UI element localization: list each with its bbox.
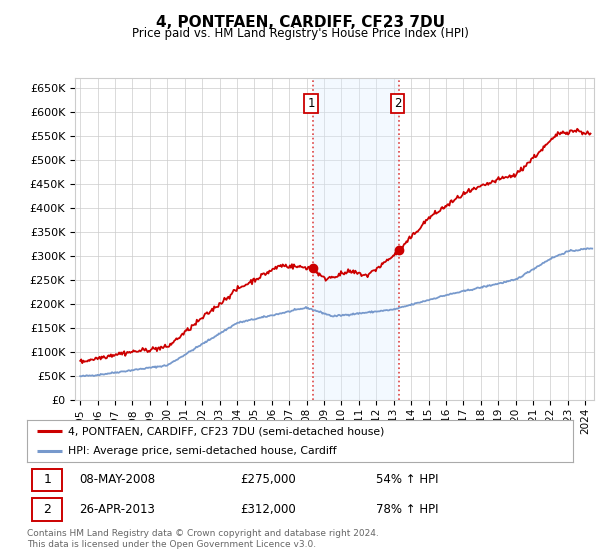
Text: 4, PONTFAEN, CARDIFF, CF23 7DU (semi-detached house): 4, PONTFAEN, CARDIFF, CF23 7DU (semi-det… [68, 426, 385, 436]
Text: 1: 1 [44, 473, 52, 487]
Text: £312,000: £312,000 [240, 503, 296, 516]
Text: Price paid vs. HM Land Registry's House Price Index (HPI): Price paid vs. HM Land Registry's House … [131, 27, 469, 40]
Text: 08-MAY-2008: 08-MAY-2008 [79, 473, 155, 487]
FancyBboxPatch shape [32, 469, 62, 491]
Text: 78% ↑ HPI: 78% ↑ HPI [376, 503, 439, 516]
Text: 26-APR-2013: 26-APR-2013 [79, 503, 155, 516]
Text: £275,000: £275,000 [240, 473, 296, 487]
Bar [313, 78, 399, 400]
Text: 4, PONTFAEN, CARDIFF, CF23 7DU: 4, PONTFAEN, CARDIFF, CF23 7DU [155, 15, 445, 30]
Text: Contains HM Land Registry data © Crown copyright and database right 2024.
This d: Contains HM Land Registry data © Crown c… [27, 529, 379, 549]
FancyBboxPatch shape [32, 498, 62, 521]
Text: 54% ↑ HPI: 54% ↑ HPI [376, 473, 439, 487]
Text: 2: 2 [44, 503, 52, 516]
Text: 2: 2 [394, 97, 401, 110]
Text: HPI: Average price, semi-detached house, Cardiff: HPI: Average price, semi-detached house,… [68, 446, 337, 456]
Text: 1: 1 [307, 97, 315, 110]
